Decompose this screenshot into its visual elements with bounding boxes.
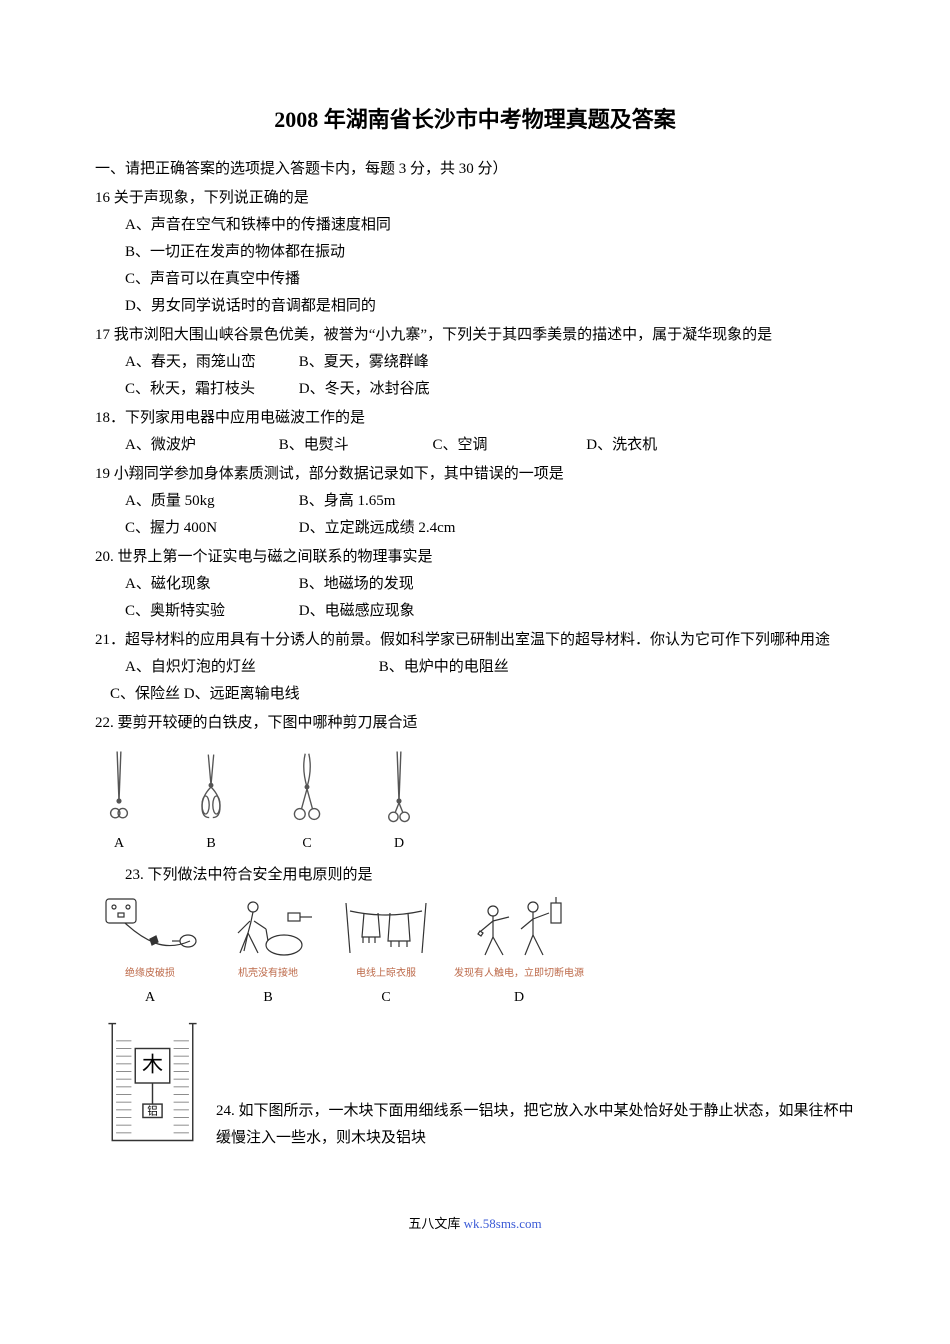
q21-option-d: D、远距离输电线 (184, 686, 300, 702)
q16-option-c: C、声音可以在真空中传播 (95, 266, 855, 293)
q23-caption-a: 绝缘皮破损 (125, 965, 175, 983)
section-1-heading: 一、请把正确答案的选项提入答题卡内，每题 3 分，共 30 分） (95, 156, 855, 183)
scissors-d-icon (385, 747, 413, 827)
q20-option-b: B、地磁场的发现 (299, 571, 414, 598)
page-title: 2008 年湖南省长沙市中考物理真题及答案 (95, 100, 855, 140)
q16-option-d: D、男女同学说话时的音调都是相同的 (95, 293, 855, 320)
q17-stem: 17 我市浏阳大围山峡谷景色优美，被誉为“小九寨”，下列关于其四季美景的描述中，… (95, 322, 855, 349)
page-footer: 五八文库 wk.58sms.com (95, 1212, 855, 1235)
q22-label-c: C (302, 831, 311, 856)
beaker-diagram-icon: 木 铝 (95, 1014, 210, 1152)
q20-stem: 20. 世界上第一个证实电与磁之间联系的物理事实是 (95, 544, 855, 571)
q21-option-c: C、保险丝 (110, 686, 180, 702)
question-22: 22. 要剪开较硬的白铁皮，下图中哪种剪刀展合适 A (95, 710, 855, 856)
question-16: 16 关于声现象，下列说正确的是 A、声音在空气和铁棒中的传播速度相同 B、一切… (95, 185, 855, 320)
q23-caption-b: 机壳没有接地 (238, 965, 298, 983)
question-23: 23. 下列做法中符合安全用电原则的是 绝缘皮破损 (95, 862, 855, 1010)
q22-scissor-a: A (105, 747, 133, 856)
q16-stem: 16 关于声现象，下列说正确的是 (95, 185, 855, 212)
footer-site: wk.58sms.com (464, 1216, 542, 1231)
q19-option-d: D、立定跳远成绩 2.4cm (299, 515, 456, 542)
q17-option-b: B、夏天，雾绕群峰 (299, 349, 429, 376)
safety-c-icon (336, 893, 436, 963)
q22-scissor-d: D (385, 747, 413, 856)
q18-stem: 18．下列家用电器中应用电磁波工作的是 (95, 405, 855, 432)
q20-option-a: A、磁化现象 (125, 571, 295, 598)
question-20: 20. 世界上第一个证实电与磁之间联系的物理事实是 A、磁化现象 B、地磁场的发… (95, 544, 855, 625)
wood-label: 木 (142, 1052, 163, 1076)
q16-option-a: A、声音在空气和铁棒中的传播速度相同 (95, 212, 855, 239)
question-21: 21．超导材料的应用具有十分诱人的前景。假如科学家已研制出室温下的超导材料．你认… (95, 627, 855, 708)
q16-option-b: B、一切正在发声的物体都在振动 (95, 239, 855, 266)
question-18: 18．下列家用电器中应用电磁波工作的是 A、微波炉 B、电熨斗 C、空调 D、洗… (95, 405, 855, 459)
question-19: 19 小翔同学参加身体素质测试，部分数据记录如下，其中错误的一项是 A、质量 5… (95, 461, 855, 542)
footer-text: 五八文库 (408, 1216, 463, 1231)
q18-option-d: D、洗衣机 (586, 432, 657, 459)
q22-stem: 22. 要剪开较硬的白铁皮，下图中哪种剪刀展合适 (95, 710, 855, 737)
q18-option-a: A、微波炉 (125, 432, 275, 459)
scissors-b-icon (193, 747, 229, 827)
q19-stem: 19 小翔同学参加身体素质测试，部分数据记录如下，其中错误的一项是 (95, 461, 855, 488)
q19-option-a: A、质量 50kg (125, 488, 295, 515)
safety-d-icon (469, 893, 569, 963)
q22-scissor-c: C (289, 747, 325, 856)
q23-item-d: 发现有人触电，立即切断电源 D (454, 893, 584, 1010)
q23-stem: 23. 下列做法中符合安全用电原则的是 (95, 862, 855, 889)
q23-item-a: 绝缘皮破损 A (100, 893, 200, 1010)
q22-scissor-b: B (193, 747, 229, 856)
q23-label-b: B (263, 985, 272, 1010)
q22-label-b: B (206, 831, 215, 856)
question-17: 17 我市浏阳大围山峡谷景色优美，被誉为“小九寨”，下列关于其四季美景的描述中，… (95, 322, 855, 403)
q23-label-d: D (514, 985, 524, 1010)
q21-stem: 21．超导材料的应用具有十分诱人的前景。假如科学家已研制出室温下的超导材料．你认… (95, 627, 855, 654)
aluminum-label: 铝 (147, 1105, 158, 1118)
q17-option-d: D、冬天，冰封谷底 (299, 376, 430, 403)
q23-safety-row: 绝缘皮破损 A (95, 893, 855, 1010)
q23-item-c: 电线上晾衣服 C (336, 893, 436, 1010)
safety-b-icon (218, 893, 318, 963)
q23-label-c: C (381, 985, 390, 1010)
q20-option-c: C、奥斯特实验 (125, 598, 295, 625)
q23-caption-c: 电线上晾衣服 (356, 965, 416, 983)
safety-a-icon (100, 893, 200, 963)
q21-option-b: B、电炉中的电阻丝 (379, 654, 509, 681)
scissors-c-icon (289, 747, 325, 827)
question-24: 木 铝 24. 如下图所示，一木块下面用细线系一铝块，把它放入水中某处恰好处于静… (95, 1014, 855, 1152)
q19-option-b: B、身高 1.65m (299, 488, 396, 515)
q22-scissors-row: A B (95, 747, 855, 856)
q19-option-c: C、握力 400N (125, 515, 295, 542)
q23-item-b: 机壳没有接地 B (218, 893, 318, 1010)
q23-caption-d: 发现有人触电，立即切断电源 (454, 965, 584, 983)
q17-option-c: C、秋天，霜打枝头 (125, 376, 295, 403)
q24-stem: 24. 如下图所示，一木块下面用细线系一铝块，把它放入水中某处恰好处于静止状态，… (216, 1098, 855, 1152)
scissors-a-icon (105, 747, 133, 827)
q22-label-a: A (114, 831, 124, 856)
q18-option-b: B、电熨斗 (279, 432, 429, 459)
q21-option-a: A、自炽灯泡的灯丝 (125, 654, 375, 681)
q22-label-d: D (394, 831, 404, 856)
q17-option-a: A、春天，雨笼山峦 (125, 349, 295, 376)
q23-label-a: A (145, 985, 155, 1010)
q18-option-c: C、空调 (433, 432, 583, 459)
q20-option-d: D、电磁感应现象 (299, 598, 415, 625)
